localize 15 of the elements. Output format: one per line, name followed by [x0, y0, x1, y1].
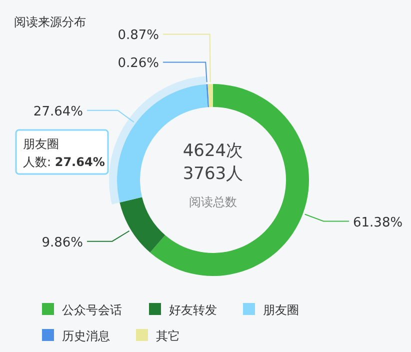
tooltip: 朋友圈 人数: 27.64%	[15, 129, 109, 175]
legend-label: 公众号会话	[62, 303, 122, 317]
legend-label: 朋友圈	[263, 303, 299, 317]
legend-label: 好友转发	[169, 303, 217, 317]
text: 阅读总数	[189, 195, 237, 209]
data-label: 0.26%	[118, 56, 159, 72]
text: 4624次	[182, 141, 244, 161]
legend-label: 历史消息	[62, 329, 110, 343]
data-label: 61.38%	[353, 215, 403, 230]
text: 3763人	[182, 164, 244, 184]
data-label: 0.87%	[118, 28, 159, 44]
data-label: 27.64%	[33, 104, 83, 120]
data-label: 9.86%	[42, 235, 83, 250]
chart-title: 阅读来源分布	[14, 15, 86, 29]
legend-label: 其它	[156, 329, 180, 343]
